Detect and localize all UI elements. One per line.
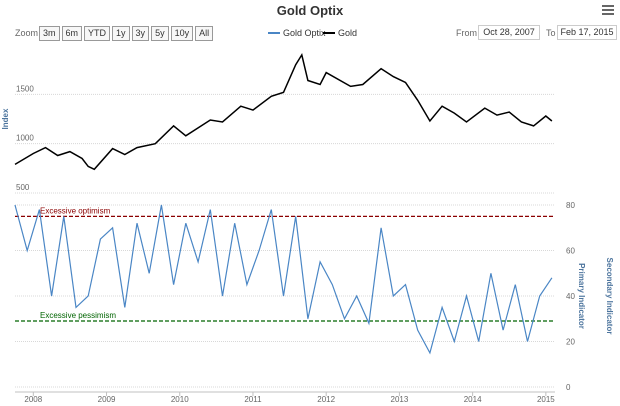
legend-label-gold-optix: Gold Optix <box>283 28 326 38</box>
x-tick-label: 2015 <box>537 395 555 404</box>
to-label: To <box>546 28 556 38</box>
y-tick-label-bottom: 20 <box>566 338 575 347</box>
y-axis-title-primary: Primary Indicator <box>577 263 586 329</box>
zoom-3y-button[interactable]: 3y <box>131 26 150 41</box>
zoom-label: Zoom <box>15 28 39 38</box>
x-tick-label: 2011 <box>244 395 262 404</box>
from-date-input[interactable]: Oct 28, 2007 <box>478 25 540 40</box>
y-tick-label-bottom: 40 <box>566 292 575 301</box>
y-tick-label-top: 1500 <box>16 84 34 93</box>
series-line-gold <box>14 52 553 171</box>
y-tick-label-bottom: 80 <box>566 201 575 210</box>
legend-label-gold: Gold <box>338 28 357 38</box>
x-tick-label: 2008 <box>24 395 42 404</box>
series-line-gold-optix <box>14 204 553 355</box>
zoom-all-button[interactable]: All <box>195 26 214 41</box>
y-axis-title-top: Index <box>1 108 10 129</box>
zoom-10y-button[interactable]: 10y <box>170 26 194 41</box>
chart-title: Gold Optix <box>276 3 344 18</box>
zoom-6m-button[interactable]: 6m <box>61 26 83 41</box>
y-axis-title-secondary: Secondary Indicator <box>605 258 614 335</box>
threshold-label-0: Excessive optimism <box>40 206 111 215</box>
zoom-ytd-button[interactable]: YTD <box>84 26 111 41</box>
x-tick-label: 2014 <box>464 395 482 404</box>
zoom-1y-button[interactable]: 1y <box>112 26 130 41</box>
threshold-label-1: Excessive pessimism <box>40 311 116 320</box>
x-tick-label: 2012 <box>317 395 335 404</box>
x-tick-label: 2010 <box>171 395 189 404</box>
zoom-button-group: 3m 6m YTD 1y 3y 5y 10y All <box>39 26 214 41</box>
to-date-input[interactable]: Feb 17, 2015 <box>557 25 617 40</box>
zoom-3m-button[interactable]: 3m <box>39 26 60 41</box>
hamburger-menu-icon[interactable] <box>602 5 614 16</box>
y-tick-label-top: 1000 <box>16 134 34 143</box>
x-tick-label: 2013 <box>391 395 409 404</box>
x-tick-label: 2009 <box>98 395 116 404</box>
y-tick-label-top: 500 <box>16 183 30 192</box>
y-tick-label-bottom: 60 <box>566 247 575 256</box>
zoom-5y-button[interactable]: 5y <box>151 26 169 41</box>
from-label: From <box>456 28 477 38</box>
y-tick-label-bottom: 0 <box>566 383 571 392</box>
